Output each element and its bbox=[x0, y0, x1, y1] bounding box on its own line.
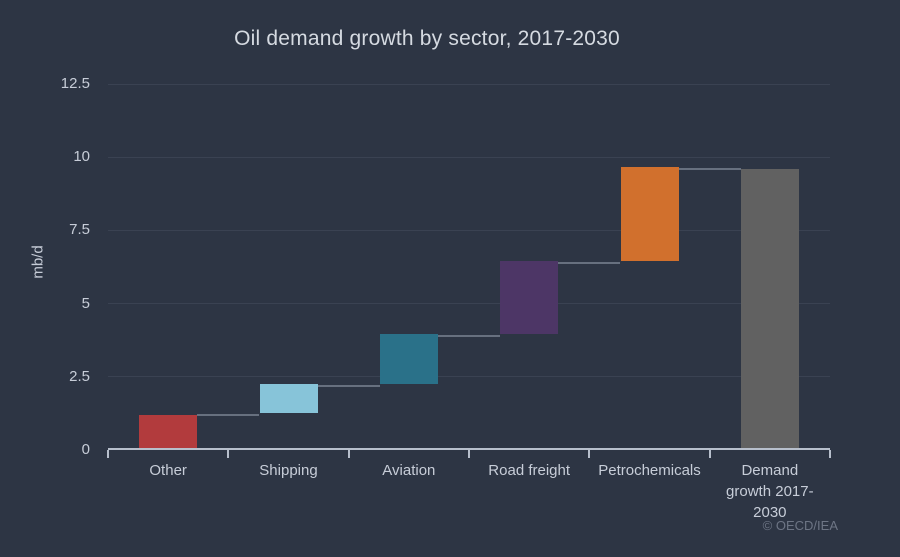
x-axis-tick bbox=[347, 450, 350, 458]
bar-other bbox=[139, 414, 198, 448]
y-tick-label: 5 bbox=[81, 294, 90, 312]
gridline-y-7.5 bbox=[108, 229, 830, 231]
x-axis-line bbox=[108, 448, 830, 450]
gridline-y-12.5 bbox=[108, 83, 830, 85]
y-tick-label: 2.5 bbox=[69, 367, 90, 385]
bar-shipping bbox=[259, 383, 318, 413]
waterfall-connector bbox=[317, 384, 380, 387]
copyright-note: © OECD/IEA bbox=[762, 518, 838, 533]
bar-aviation bbox=[379, 333, 438, 384]
y-tick-label: 12.5 bbox=[60, 75, 90, 92]
x-axis-tick bbox=[708, 450, 711, 458]
gridline-y-10 bbox=[108, 156, 830, 158]
x-category-label: Road freight bbox=[488, 462, 571, 479]
chart-title: Oil demand growth by sector, 2017-2030 bbox=[234, 27, 620, 50]
bar-petrochemicals bbox=[620, 166, 679, 261]
y-tick-label: 10 bbox=[73, 148, 90, 166]
x-axis-tick bbox=[227, 450, 230, 458]
x-category-label: Demand growth 2017-2030 bbox=[726, 462, 814, 521]
x-category-label: Shipping bbox=[259, 462, 318, 479]
y-axis-label: mb/d bbox=[29, 245, 47, 279]
waterfall-connector bbox=[197, 413, 260, 416]
x-axis-tick bbox=[468, 450, 470, 458]
bar-road-freight bbox=[500, 260, 559, 334]
bar-demand-growth-2017-2030 bbox=[740, 168, 799, 448]
x-category-label: Petrochemicals bbox=[598, 462, 701, 479]
plot-area: 0 2.5 5 7.5 10 12.5 Other Shipping Aviation Road … bbox=[61, 75, 831, 521]
waterfall-connector bbox=[437, 334, 501, 337]
y-tick-label: 7.5 bbox=[69, 221, 90, 239]
x-axis-tick bbox=[107, 450, 109, 458]
x-axis-tick bbox=[588, 450, 591, 458]
x-category-label: Other bbox=[149, 462, 187, 479]
gridline-y-5 bbox=[108, 303, 830, 305]
y-tick-label: 0 bbox=[81, 441, 90, 458]
x-category-label: Aviation bbox=[382, 462, 436, 479]
waterfall-connector bbox=[678, 167, 741, 170]
gridline-y-2.5 bbox=[108, 376, 830, 378]
x-axis-tick bbox=[829, 450, 831, 458]
waterfall-connector bbox=[558, 261, 621, 264]
